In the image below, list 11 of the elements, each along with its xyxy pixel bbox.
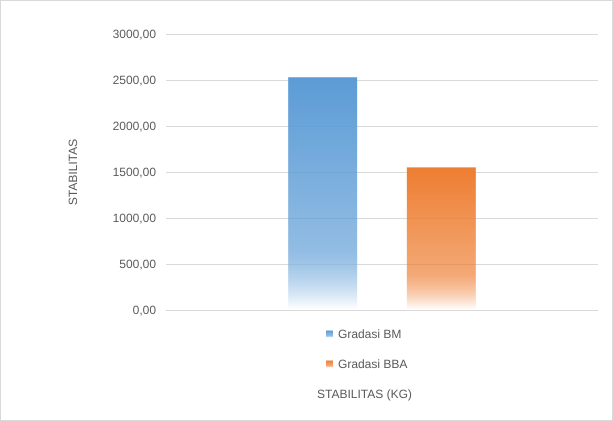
y-tick-label: 2500,00 [112, 73, 156, 87]
legend-label: Gradasi BBA [338, 357, 408, 371]
legend-label: Gradasi BM [338, 327, 402, 341]
y-tick-label: 2000,00 [112, 119, 156, 133]
y-tick-label: 1500,00 [112, 165, 156, 179]
y-tick-label: 3000,00 [112, 27, 156, 41]
y-axis-title: STABILITAS [66, 138, 80, 206]
text: STABILITAS (KG) [317, 387, 412, 401]
y-tick-label: 1000,00 [112, 211, 156, 225]
y-tick-label: 500,00 [119, 257, 156, 271]
y-tick-label: 0,00 [132, 303, 156, 317]
